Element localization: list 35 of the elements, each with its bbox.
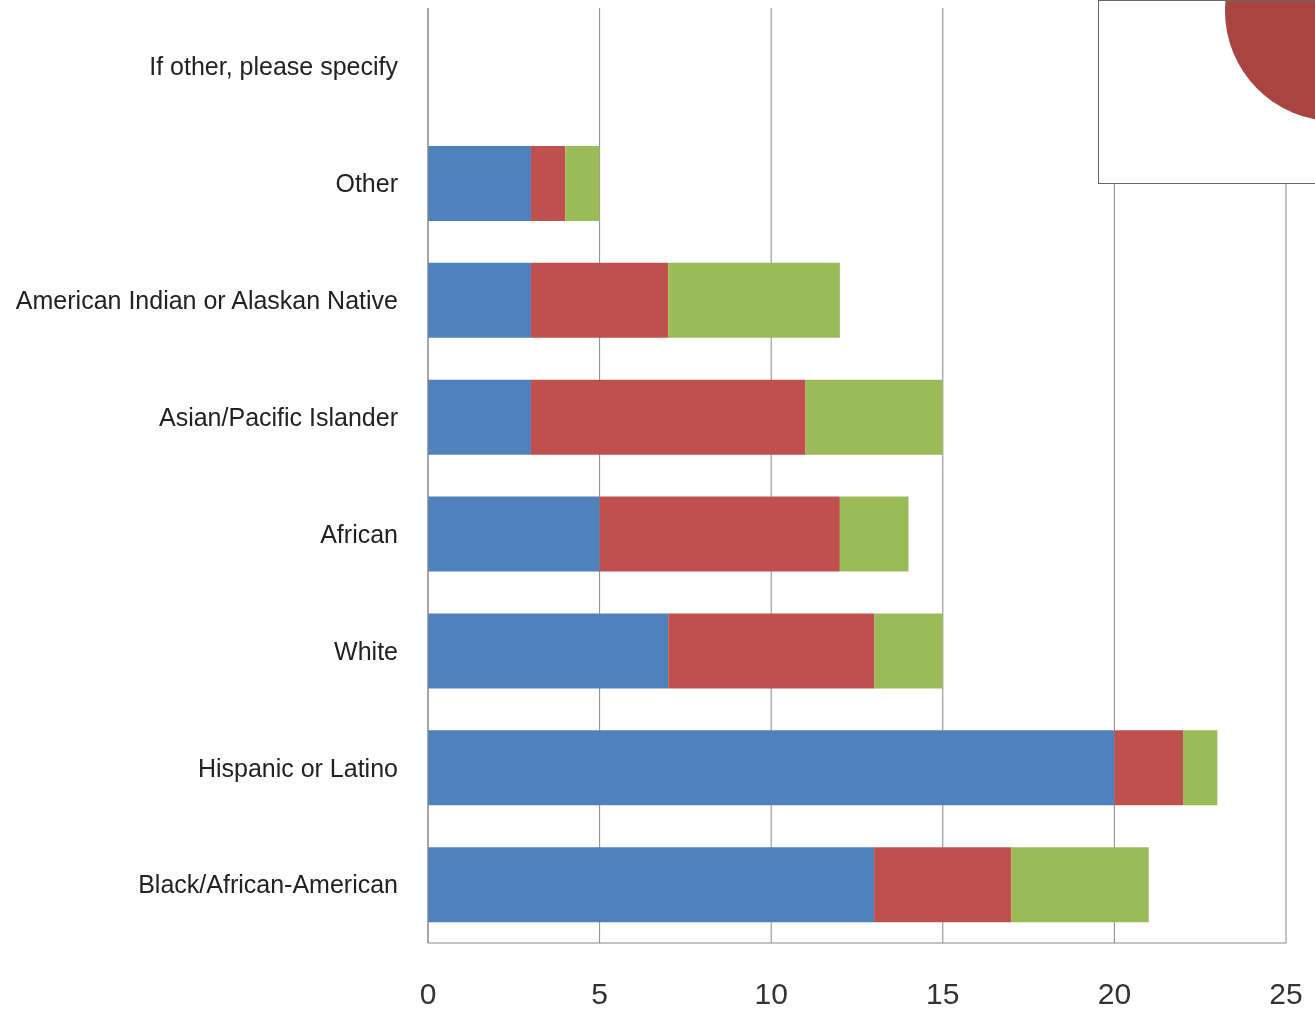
- bar: [874, 613, 943, 689]
- bar: [428, 613, 669, 689]
- bar: [428, 496, 600, 572]
- bar: [530, 145, 566, 221]
- y-tick-label: White: [334, 636, 398, 665]
- bar: [428, 730, 1115, 806]
- bar: [805, 379, 943, 455]
- x-tick-label: 10: [754, 977, 788, 1011]
- bar: [1183, 730, 1218, 806]
- y-tick-label: Asian/Pacific Islander: [158, 402, 398, 431]
- bar: [428, 379, 531, 455]
- bar: [428, 262, 531, 338]
- x-tick-label: 25: [1269, 977, 1303, 1011]
- bar: [668, 613, 875, 689]
- y-tick-label: Other: [335, 169, 398, 198]
- bar: [1114, 730, 1184, 806]
- bar: [668, 262, 840, 338]
- x-tick-label: 5: [591, 977, 608, 1011]
- y-tick-label: African: [320, 519, 398, 548]
- bar: [530, 379, 806, 455]
- x-tick-label: 0: [419, 977, 437, 1011]
- bar: [428, 145, 531, 221]
- y-tick-label: If other, please specify: [149, 52, 399, 81]
- bar: [530, 262, 669, 338]
- bar: [599, 496, 840, 572]
- y-tick-label: Hispanic or Latino: [197, 753, 398, 782]
- bar: [428, 847, 875, 923]
- y-tick-label: Black/African-American: [138, 870, 398, 899]
- bar: [565, 145, 600, 221]
- bar: [1011, 847, 1149, 923]
- y-tick-label: American Indian or Alaskan Native: [15, 286, 398, 315]
- x-tick-label: 20: [1097, 977, 1132, 1011]
- bar: [874, 847, 1012, 923]
- x-tick-label: 15: [926, 977, 960, 1011]
- bar: [839, 496, 909, 572]
